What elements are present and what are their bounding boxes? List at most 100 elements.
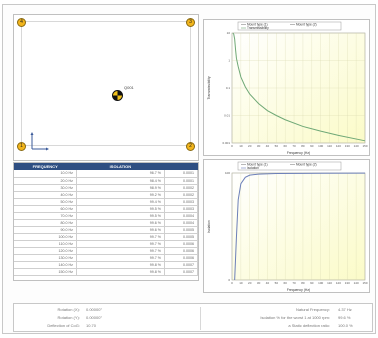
x-tick-label: 10	[239, 144, 243, 148]
x-tick-label: 140	[354, 144, 359, 148]
y-tick-label: 100	[225, 171, 230, 175]
x-tick-label: 30	[257, 144, 261, 148]
frequency-column-header[interactable]: FREQUENCY	[14, 163, 77, 170]
isolation-cell: 99.2 %	[76, 191, 165, 199]
transmissibility-cell: 0.0006	[164, 254, 198, 262]
x-tick-label: 110	[327, 144, 332, 148]
isolation-cell: 96.7 %	[76, 170, 165, 178]
isolation-cell: 99.6 %	[76, 226, 165, 234]
transmissibility-column-header[interactable]	[164, 163, 198, 170]
isolation-cell: 99.5 %	[76, 212, 165, 220]
x-tick-label: 70	[292, 281, 296, 285]
legend-box	[237, 21, 342, 31]
frequency-cell: 10.0 Hz	[14, 170, 77, 178]
corner-marker-1[interactable]: 1	[17, 142, 26, 151]
x-tick-label: 30	[257, 281, 261, 285]
table-row[interactable]: 40.0 Hz 99.2 % 0.0002	[14, 191, 198, 199]
table-row[interactable]: 30.0 Hz 98.9 % 0.0002	[14, 184, 198, 192]
x-axis-label: Frequency (Hz)	[287, 151, 310, 155]
frequency-cell: 150.0 Hz	[14, 268, 77, 276]
y-axis-label: Isolation	[207, 220, 211, 233]
plot-area	[231, 172, 366, 281]
frequency-cell: 50.0 Hz	[14, 198, 77, 206]
x-tick-label: 20	[248, 281, 252, 285]
x-tick-label: 150	[362, 281, 367, 285]
x-tick-label: 60	[284, 281, 288, 285]
table-row[interactable]: 50.0 Hz 99.4 % 0.0003	[14, 198, 198, 206]
table-row[interactable]: 120.0 Hz 99.7 % 0.0006	[14, 247, 198, 255]
transmissibility-cell: 0.0003	[164, 198, 198, 206]
isolation-cell: 99.7 %	[76, 240, 165, 248]
transmissibility-cell: 0.0007	[164, 268, 198, 276]
deflection-label: Deflection of CoG:	[47, 323, 80, 328]
rotation-y-label: Rotation (Y):	[57, 315, 80, 320]
table-row[interactable]: 90.0 Hz 99.6 % 0.0005	[14, 226, 198, 234]
isolation-column-header[interactable]: ISOLATION	[76, 163, 165, 170]
table-row[interactable]: 80.0 Hz 99.6 % 0.0004	[14, 219, 198, 227]
x-tick-label: 60	[284, 144, 288, 148]
transmissibility-cell: 0.0007	[164, 261, 198, 269]
table-row[interactable]: 70.0 Hz 99.5 % 0.0004	[14, 212, 198, 220]
y-axis-label: Transmissibility	[207, 76, 211, 99]
table-row[interactable]: 130.0 Hz 99.7 % 0.0006	[14, 254, 198, 262]
deflection-value: 10.70	[86, 323, 97, 328]
table-row[interactable]: 110.0 Hz 99.7 % 0.0006	[14, 240, 198, 248]
x-tick-label: 150	[362, 144, 367, 148]
transmissibility-cell: 0.0005	[164, 226, 198, 234]
x-tick-label: 100	[318, 144, 323, 148]
x-tick-label: 80	[301, 144, 305, 148]
x-tick-label: 80	[301, 281, 305, 285]
isolation-cell: 98.4 %	[76, 177, 165, 185]
y-tick-label: 0.01	[224, 114, 230, 118]
table-row[interactable]: 140.0 Hz 99.8 % 0.0007	[14, 261, 198, 269]
corner-marker-4[interactable]: 4	[17, 18, 26, 27]
x-tick-label: 70	[292, 144, 296, 148]
frequency-cell: 30.0 Hz	[14, 184, 77, 192]
corner-label: 2	[189, 143, 192, 149]
frequency-cell: 140.0 Hz	[14, 261, 77, 269]
x-tick-label: 40	[266, 144, 270, 148]
plan-view[interactable]: 4 3 1 2 Q001	[13, 14, 199, 161]
corner-marker-2[interactable]: 2	[186, 142, 195, 151]
x-tick-label: 40	[266, 281, 270, 285]
rotation-x-value: 0.00000°	[86, 307, 103, 312]
isolation-cell: 99.4 %	[76, 198, 165, 206]
frequency-cell: 110.0 Hz	[14, 240, 77, 248]
center-of-gravity-icon[interactable]	[112, 90, 123, 101]
x-tick-label: 120	[336, 144, 341, 148]
series-line	[232, 32, 366, 142]
x-tick-label: 130	[345, 144, 350, 148]
x-tick-label: 100	[318, 281, 323, 285]
transmissibility-cell: 0.0004	[164, 219, 198, 227]
transmissibility-cell: 0.0002	[164, 191, 198, 199]
static-deflection-label: a Static deflection ratio:	[288, 323, 330, 328]
x-tick-label: 140	[354, 281, 359, 285]
corner-label: 4	[20, 19, 23, 25]
axis-indicator-icon	[30, 132, 49, 151]
table-row[interactable]: 20.0 Hz 98.4 % 0.0001	[14, 177, 198, 185]
x-axis-label: Frequency (Hz)	[287, 288, 310, 292]
x-tick-label: 50	[275, 144, 279, 148]
static-deflection-value: 100.0 %	[338, 323, 353, 328]
transmissibility-chart-svg: Mount type (1) Mount type (2) Transmissibi…	[207, 21, 368, 155]
table-row[interactable]: 60.0 Hz 99.5 % 0.0003	[14, 205, 198, 213]
legend-entry: Transmissibility	[247, 26, 269, 30]
isolation-cell: 99.5 %	[76, 205, 165, 213]
isolation-table: FREQUENCY ISOLATION 10.0 Hz 96.7 % 0.0001 2…	[13, 162, 199, 281]
isolation-chart-svg: Mount type (1) Mount type (2) Isolation 0 10…	[207, 161, 368, 292]
natural-frequency-label: Natural Frequency:	[295, 307, 330, 312]
table-row[interactable]: 150.0 Hz 99.8 % 0.0007	[14, 268, 198, 276]
plan-outline	[21, 21, 191, 146]
x-tick-label: 90	[310, 281, 314, 285]
y-tick-label: 0	[228, 278, 230, 282]
legend-entry: Mount type (2)	[296, 23, 317, 27]
corner-label: 3	[189, 19, 192, 25]
isolation-cell: 99.6 %	[76, 219, 165, 227]
frequency-cell: 100.0 Hz	[14, 233, 77, 241]
summary-divider	[200, 307, 201, 330]
table-row[interactable]: 100.0 Hz 99.7 % 0.0005	[14, 233, 198, 241]
corner-marker-3[interactable]: 3	[186, 18, 195, 27]
node-label: Q001	[124, 85, 134, 90]
legend-entry: Isolation	[247, 166, 259, 170]
table-row[interactable]: 10.0 Hz 96.7 % 0.0001	[14, 170, 198, 178]
